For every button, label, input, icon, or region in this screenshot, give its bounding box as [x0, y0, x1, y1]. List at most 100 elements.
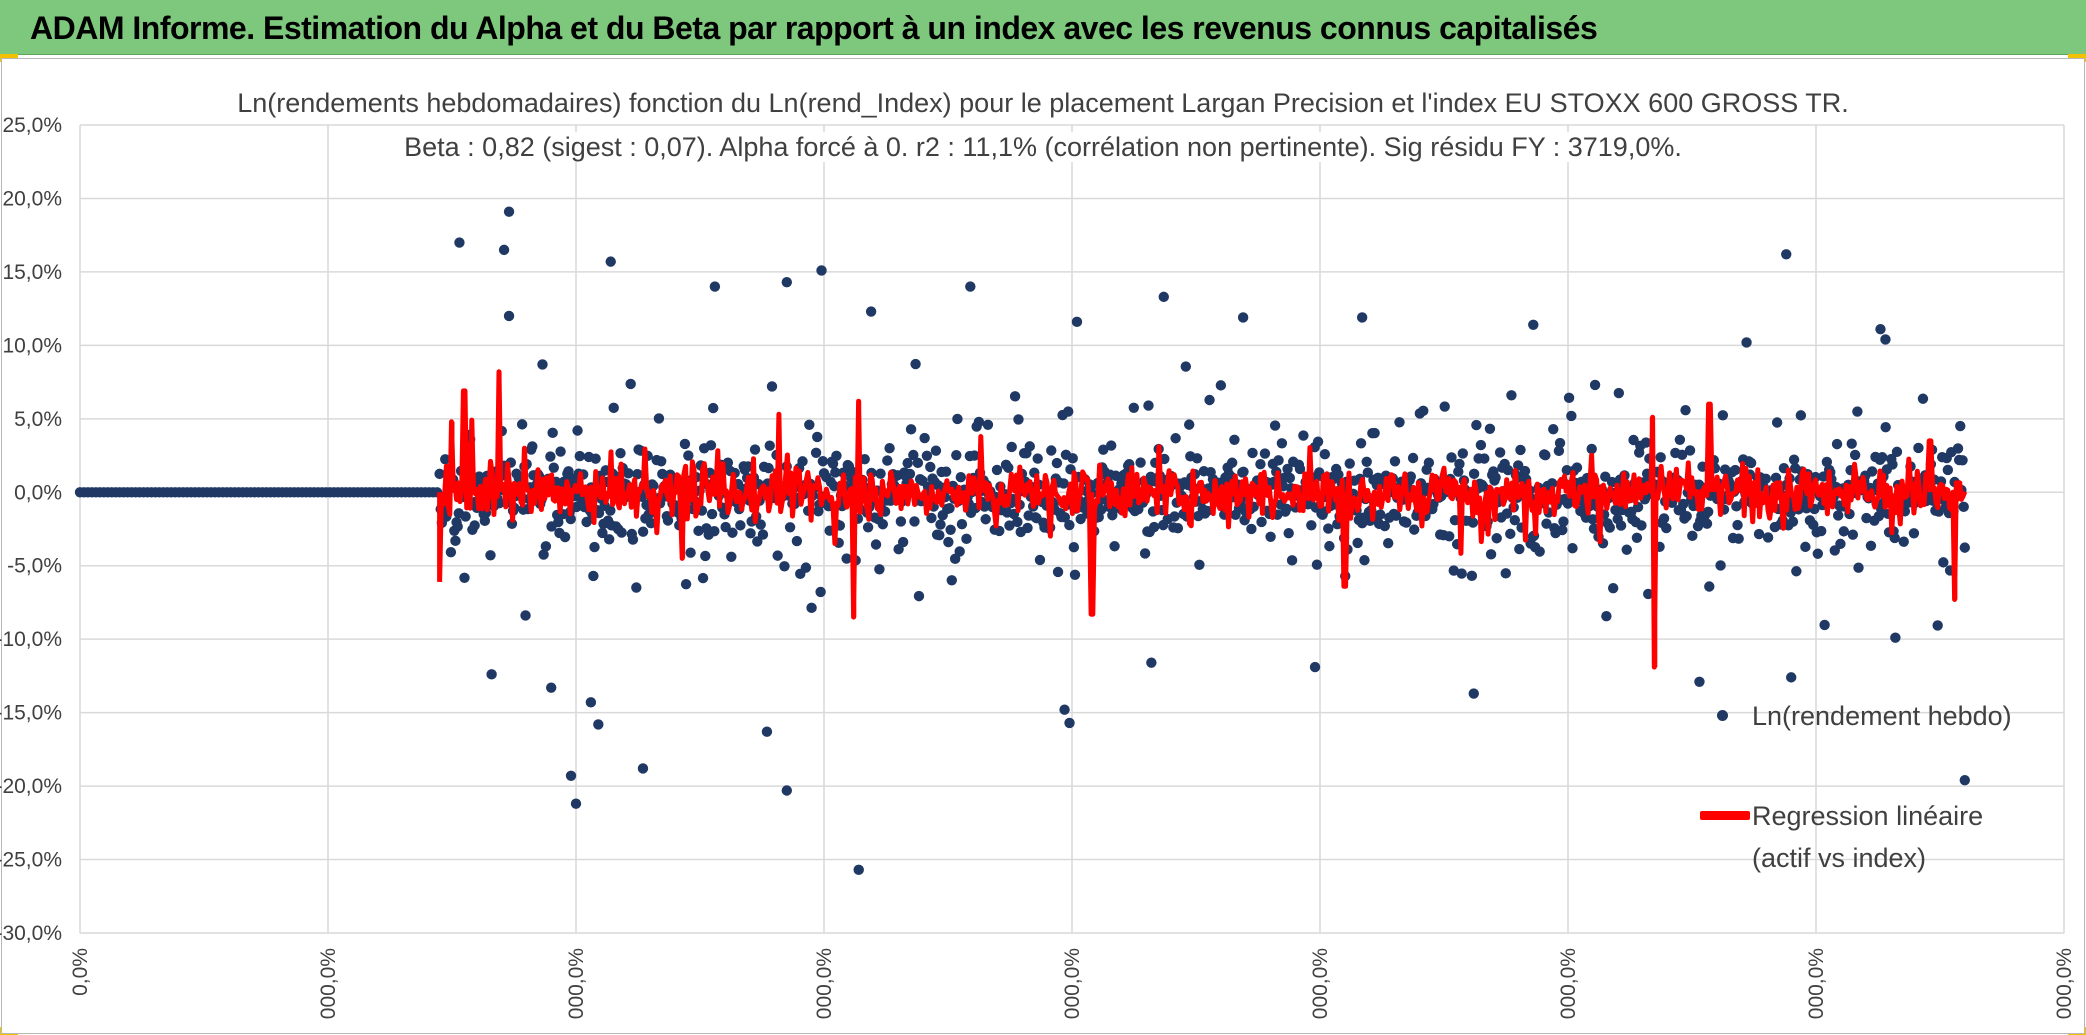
scatter-point: [683, 450, 694, 461]
x-tick-label: 000,0%: [317, 948, 340, 1019]
scatter-point: [877, 519, 889, 530]
y-tick-label: 0,0%: [14, 481, 62, 504]
legend-marker-regression: [1700, 811, 1750, 820]
scatter-point: [1475, 439, 1487, 451]
scatter-point: [919, 432, 930, 444]
scatter-point: [645, 517, 657, 529]
scatter-point: [804, 419, 815, 430]
scatter-point: [940, 466, 952, 477]
x-tick-label: 000,0%: [1309, 948, 1332, 1019]
scatter-point: [1319, 448, 1331, 460]
scatter-point: [1762, 532, 1774, 543]
scatter-point: [545, 451, 556, 462]
chart-area[interactable]: [1, 58, 2085, 1034]
scatter-point: [553, 516, 564, 528]
scatter-point: [1515, 444, 1526, 456]
scatter-point: [1323, 523, 1334, 534]
scatter-point: [1064, 519, 1075, 531]
scatter-point: [1071, 316, 1083, 328]
scatter-point: [909, 516, 920, 527]
scatter-point: [1405, 471, 1416, 482]
scatter-point: [1687, 530, 1698, 542]
scatter-point: [1238, 466, 1249, 477]
scatter-point: [1298, 430, 1309, 441]
scatter-point: [1306, 520, 1317, 531]
scatter-point: [1148, 521, 1160, 533]
scatter-point: [1362, 467, 1374, 478]
scatter-point: [709, 525, 720, 537]
scatter-point: [637, 526, 649, 537]
scatter-point: [574, 450, 585, 462]
scatter-point: [828, 480, 840, 492]
scatter-point: [862, 522, 874, 533]
scatter-point: [1680, 405, 1691, 416]
scatter-point: [1861, 512, 1872, 524]
scatter-point: [735, 520, 746, 531]
scatter-point: [1588, 523, 1600, 534]
scatter-point: [1587, 514, 1599, 525]
scatter-point: [884, 443, 895, 454]
scatter-point: [1571, 462, 1583, 473]
scatter-point: [1880, 421, 1891, 433]
scatter-point: [555, 446, 566, 457]
scatter-point: [1170, 433, 1181, 444]
scatter-point: [460, 511, 471, 522]
scatter-point: [847, 466, 858, 478]
scatter-point: [784, 522, 796, 533]
scatter-point: [980, 514, 991, 525]
scatter-point: [1444, 531, 1455, 542]
scatter-point: [921, 450, 933, 462]
scatter-point: [1694, 676, 1705, 687]
scatter-point: [1191, 453, 1203, 464]
scatter-point: [1733, 533, 1744, 544]
scatter-point: [930, 445, 942, 456]
scatter-point: [1514, 543, 1525, 555]
scatter-point: [1958, 501, 1969, 513]
y-tick-label: -30,0%: [0, 922, 62, 945]
scatter-point: [1821, 456, 1833, 468]
scatter-point: [1676, 449, 1688, 460]
scatter-point: [806, 602, 817, 614]
scatter-point: [1098, 444, 1109, 455]
scatter-point: [1468, 468, 1480, 480]
scatter-point: [1276, 438, 1288, 449]
scatter-point: [1528, 319, 1539, 330]
scatter-point: [1448, 565, 1459, 576]
scatter-point: [1567, 543, 1578, 554]
scatter-point: [1281, 503, 1292, 515]
scatter-point: [572, 425, 583, 436]
scatter-point: [605, 256, 616, 267]
scatter-point: [1003, 462, 1014, 473]
scatter-point: [935, 519, 946, 530]
scatter-point: [1643, 588, 1654, 600]
scatter-point: [1491, 533, 1502, 544]
scatter-point: [1379, 520, 1390, 532]
scatter-point: [1247, 447, 1258, 459]
scatter-point: [763, 462, 774, 474]
scatter-point: [1838, 526, 1850, 537]
scatter-point: [781, 276, 792, 288]
scatter-point: [800, 562, 812, 573]
scatter-point: [816, 265, 827, 276]
scatter-point: [904, 468, 916, 480]
scatter-point: [945, 524, 956, 535]
scatter-point: [1052, 566, 1064, 578]
scatter-point: [1269, 420, 1281, 431]
scatter-point: [982, 419, 994, 431]
scatter-point: [1702, 506, 1714, 518]
scatter-point: [726, 551, 737, 562]
scatter-point: [1917, 393, 1929, 404]
scatter-point: [1832, 510, 1844, 521]
scatter-point: [1158, 291, 1169, 303]
y-tick-label: -15,0%: [0, 702, 62, 725]
scatter-point: [875, 468, 886, 479]
scatter-point: [452, 521, 463, 532]
scatter-point: [1286, 555, 1298, 566]
scatter-point: [961, 533, 972, 545]
scatter-point: [1116, 478, 1127, 489]
scatter-point: [841, 553, 852, 564]
scatter-point: [1942, 464, 1954, 476]
scatter-point: [1701, 518, 1713, 529]
scatter-point: [766, 381, 778, 392]
scatter-point: [1284, 472, 1296, 484]
